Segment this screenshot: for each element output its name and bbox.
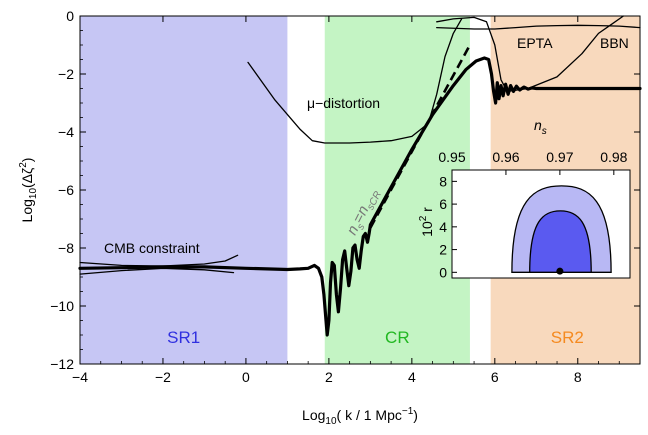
region-cr [324, 16, 470, 364]
y-tick-label: −2 [58, 66, 74, 82]
x-label-arg: ( k / 1 Mpc [337, 407, 402, 423]
series-bbn [436, 24, 641, 30]
region-sr1 [80, 16, 288, 364]
series-epta [436, 15, 625, 93]
inset-x-tick-label: 0.97 [546, 149, 573, 165]
y-label-close: ) [19, 158, 35, 163]
x-tick-label: −4 [72, 369, 88, 385]
x-label-log: Log [302, 407, 325, 423]
inset-y-tick-label: 2 [439, 242, 447, 258]
inset-x-label-sub: s [542, 126, 547, 137]
y-label-log: Log [19, 199, 35, 222]
inset-x-tick-label: 0.98 [600, 149, 627, 165]
y-label-base: 10 [28, 188, 39, 200]
main-chart: SR1 CR SR2 μ−distortion CMB constraint EPT… [18, 8, 642, 427]
x-tick-label: −2 [155, 369, 171, 385]
inset-y-label-exp: 2 [418, 215, 429, 221]
x-axis-ticks: −4 −2 0 2 4 6 8 [72, 16, 641, 385]
x-label-close: ) [413, 407, 418, 423]
series-mu-distortion [247, 18, 463, 144]
y-tick-label: 0 [66, 8, 74, 24]
inset-x-tick-label: 0.95 [438, 149, 465, 165]
contour-68pct [529, 210, 592, 273]
ns-cr-sub1: s [355, 222, 367, 231]
x-tick-label: 6 [491, 369, 499, 385]
inset-y-ticks: 0 2 4 6 8 [439, 173, 457, 280]
y-tick-label: −10 [50, 298, 74, 314]
inset-y-tick-label: 6 [439, 196, 447, 212]
series-cmb-constraint-upper [79, 254, 239, 267]
best-fit-point [556, 267, 564, 275]
bbn-label: BBN [600, 35, 629, 51]
region-label-sr1: SR1 [167, 328, 200, 347]
inset-x-ticks: 0.95 0.96 0.97 0.98 [438, 149, 628, 175]
inset-chart: 0.95 0.96 0.97 0.98 0 2 4 6 8 ns 102 r [418, 117, 631, 280]
inset-x-tick-label: 0.96 [492, 149, 519, 165]
x-tick-label: 0 [242, 369, 250, 385]
inset-y-label-r: r [419, 207, 435, 216]
series-cmb-constraint-lower [79, 267, 235, 275]
inset-x-axis-label: ns [534, 117, 547, 137]
y-axis-ticks: 0 −2 −4 −6 −8 −10 −12 [50, 8, 640, 372]
inset-frame [451, 169, 631, 279]
inset-y-tick-label: 4 [439, 219, 447, 235]
x-label-base: 10 [325, 416, 337, 427]
region-label-cr: CR [385, 328, 410, 347]
series-ns-equals-nsCR [369, 44, 472, 229]
inset-y-axis-label: 102 r [418, 207, 435, 237]
region-label-sr2: SR2 [551, 328, 584, 347]
x-axis-label: Log10( k / 1 Mpc−1) [302, 406, 418, 427]
y-label-exp: 2 [18, 162, 29, 168]
x-label-exp: −1 [402, 406, 414, 417]
y-tick-label: −6 [58, 182, 74, 198]
y-tick-label: −12 [50, 356, 74, 372]
epta-label: EPTA [517, 35, 553, 51]
inset-x-label-n: n [534, 117, 542, 133]
x-tick-label: 4 [408, 369, 416, 385]
x-tick-label: 8 [574, 369, 582, 385]
y-tick-label: −8 [58, 240, 74, 256]
inset-y-label-base: 10 [419, 221, 435, 237]
series-power-spectrum [78, 56, 642, 337]
mu-distortion-label: μ−distortion [307, 95, 380, 111]
inset-y-tick-label: 0 [439, 264, 447, 280]
x-tick-label: 2 [325, 369, 333, 385]
inset-y-tick-label: 8 [439, 173, 447, 189]
series-lines [78, 15, 642, 337]
y-label-arg: (Δζ [19, 168, 35, 188]
y-tick-label: −4 [58, 124, 74, 140]
cmb-constraint-label: CMB constraint [104, 240, 200, 256]
inset-contours [511, 185, 612, 275]
region-labels: SR1 CR SR2 [167, 328, 584, 347]
y-axis-label: Log10(Δζ2) [18, 158, 39, 223]
